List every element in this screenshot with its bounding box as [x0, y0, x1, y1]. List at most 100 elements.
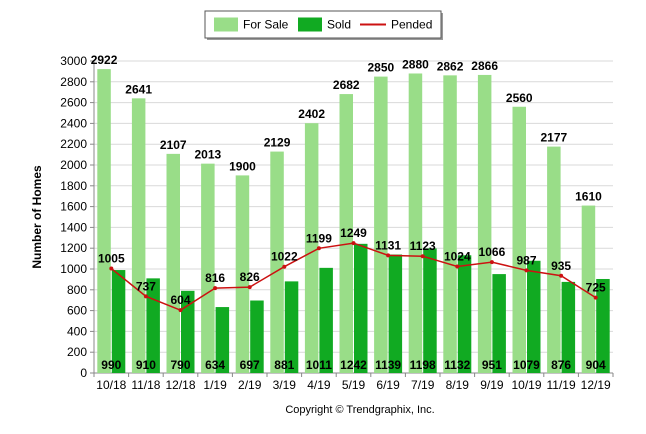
for-sale-value-label: 2862 [437, 59, 464, 73]
pended-point [178, 308, 183, 313]
pended-value-label: 1199 [306, 231, 332, 245]
sold-value-label: 1242 [340, 358, 367, 372]
sold-value-label: 1139 [375, 358, 401, 372]
axes: 0 200 400 600 800 1000 1200 1400 1600 1800 2000 220… [60, 54, 614, 392]
sold-bar [457, 255, 472, 373]
pended-value-label: 816 [205, 271, 225, 285]
for-sale-value-label: 2560 [506, 91, 533, 105]
x-tick-label: 10/19 [511, 378, 541, 392]
sold-bar [388, 254, 403, 373]
pended-value-label: 1131 [375, 238, 401, 252]
pended-value-label: 987 [516, 253, 536, 267]
pended-value-label: 604 [170, 293, 190, 307]
pended-value-label: 826 [240, 270, 260, 284]
for-sale-bar [374, 76, 388, 373]
y-tick-label: 1800 [60, 179, 87, 193]
x-tick-label: 1/19 [203, 378, 227, 392]
y-tick-label: 800 [67, 283, 87, 297]
sold-bar [319, 267, 333, 373]
pended-value-label: 1005 [98, 251, 125, 265]
sold-value-label: 1079 [513, 358, 540, 372]
legend-box [204, 10, 442, 39]
for-sale-value-label: 2402 [298, 107, 325, 121]
for-sale-value-label: 2880 [402, 57, 429, 71]
sold-bar [596, 278, 610, 373]
for-sale-bar [201, 163, 215, 373]
y-tick-label: 1400 [60, 220, 87, 234]
for-sale-value-label: 2641 [125, 82, 152, 96]
sold-value-label: 904 [586, 358, 606, 372]
pended-point [109, 266, 114, 271]
pended-value-label: 1066 [479, 245, 506, 259]
sold-value-label: 1132 [444, 358, 470, 372]
pended-point [213, 286, 218, 291]
for-sale-bar [547, 146, 561, 373]
sold-bar [215, 307, 230, 373]
for-sale-value-label: 2129 [264, 136, 291, 150]
y-tick-label: 1200 [60, 241, 87, 255]
pended-point [593, 295, 598, 300]
bars [97, 69, 610, 374]
sold-value-label: 790 [170, 358, 190, 372]
for-sale-value-label: 2107 [160, 138, 187, 152]
for-sale-bar [131, 98, 146, 373]
pended-value-label: 1123 [410, 239, 436, 253]
y-tick-label: 2000 [60, 158, 87, 172]
pended-point [559, 273, 564, 278]
grid-lines [94, 60, 613, 374]
copyright-text: Copyright © Trendgraphix, Inc. [285, 404, 434, 416]
for-sale-bar [443, 75, 457, 374]
x-tick-label: 10/18 [96, 378, 126, 392]
sold-value-label: 910 [136, 358, 156, 372]
legend-label-pended: Pended [391, 18, 432, 32]
y-tick-label: 0 [80, 366, 87, 380]
pended-point [282, 264, 287, 269]
pended-line [109, 241, 598, 313]
for-sale-bar [270, 151, 284, 373]
for-sale-bar [581, 205, 596, 373]
pended-value-label: 1249 [340, 226, 367, 240]
for-sale-value-label: 2177 [540, 131, 567, 145]
for-sale-bar [166, 153, 180, 373]
sold-bar [423, 248, 437, 373]
y-axis-label: Number of Homes [30, 165, 44, 269]
sold-bar [354, 243, 368, 373]
for-sale-value-label: 2850 [367, 61, 394, 75]
for-sale-bar [408, 73, 423, 373]
sold-value-label: 697 [240, 358, 260, 372]
legend: For Sale Sold Pended [204, 10, 443, 40]
pended-point [420, 254, 425, 259]
x-tick-label: 11/19 [547, 378, 576, 392]
y-tick-label: 2800 [60, 75, 87, 89]
sold-bar [527, 260, 541, 373]
for-sale-value-label: 1610 [575, 190, 602, 204]
for-sale-bar [339, 94, 353, 374]
sold-bar [146, 278, 160, 373]
pended-point [316, 246, 321, 251]
x-tick-label: 12/18 [165, 378, 195, 392]
x-tick-label: 8/19 [446, 378, 470, 392]
for-sale-value-label: 2682 [333, 78, 360, 92]
pended-value-label: 725 [586, 281, 606, 295]
sold-bar [181, 290, 195, 373]
pended-point [143, 294, 148, 299]
sold-bar [492, 274, 506, 373]
legend-label-for-sale: For Sale [243, 18, 289, 32]
y-tick-label: 600 [67, 304, 87, 318]
sold-value-label: 1011 [306, 358, 332, 372]
x-tick-label: 4/19 [307, 378, 331, 392]
pended-point [489, 260, 494, 265]
for-sale-bar [477, 74, 492, 373]
y-tick-label: 2400 [60, 116, 87, 130]
sold-bar [561, 281, 576, 373]
sold-value-label: 1198 [410, 358, 436, 372]
x-tick-label: 2/19 [238, 378, 262, 392]
x-tick-label: 6/19 [376, 378, 400, 392]
for-sale-value-label: 2922 [91, 53, 118, 67]
x-tick-label: 3/19 [273, 378, 297, 392]
sold-bar [250, 300, 264, 373]
pended-value-label: 1024 [444, 250, 471, 264]
legend-swatch-for-sale [214, 17, 238, 32]
sold-bar [284, 281, 299, 373]
